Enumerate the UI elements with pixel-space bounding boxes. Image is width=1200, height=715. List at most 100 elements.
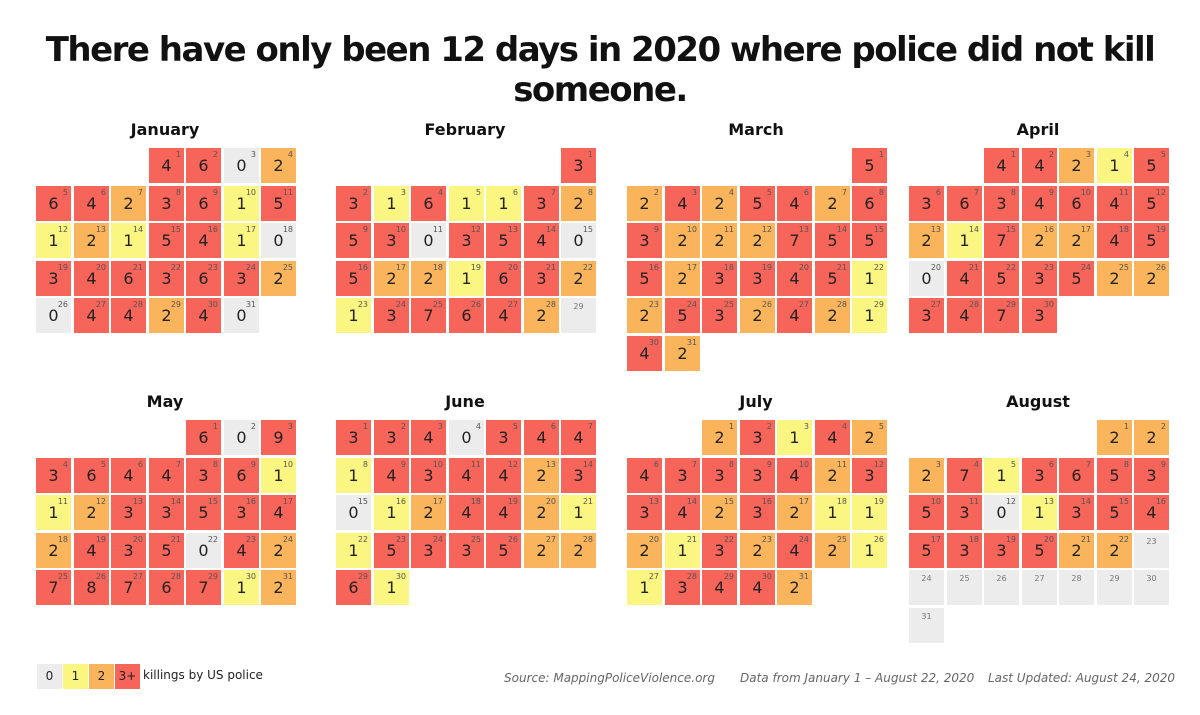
day-number: 22 — [1118, 535, 1129, 544]
day-cell: 24 — [909, 570, 944, 605]
killings-count: 4 — [639, 344, 650, 363]
killings-count: 2 — [921, 231, 932, 250]
day-number: 29 — [1109, 574, 1120, 583]
killings-count: 2 — [677, 231, 688, 250]
day-cell: 25 — [947, 570, 982, 605]
day-number: 22 — [357, 535, 368, 544]
killings-count: 2 — [827, 306, 838, 325]
day-number: 25 — [723, 300, 734, 309]
day-cell: 13 7 — [777, 223, 812, 258]
day-cell: 11 1 — [36, 495, 71, 530]
killings-count: 6 — [864, 194, 875, 213]
day-number: 30 — [245, 572, 256, 581]
day-number: 28 — [132, 300, 143, 309]
killings-count: 3 — [752, 466, 763, 485]
killings-count: 1 — [864, 541, 875, 560]
day-number: 30 — [761, 572, 772, 581]
day-number: 6 — [935, 188, 941, 197]
day-number: 7 — [841, 188, 847, 197]
killings-count: 4 — [386, 466, 397, 485]
killings-count: 1 — [498, 194, 509, 213]
day-number: 12 — [1005, 497, 1016, 506]
killings-count: 2 — [273, 541, 284, 560]
day-number: 21 — [686, 535, 697, 544]
killings-count: 0 — [198, 541, 209, 560]
killings-count: 5 — [161, 231, 172, 250]
day-number: 10 — [798, 460, 809, 469]
day-cell: 13 3 — [111, 495, 146, 530]
day-cell: 30 4 — [740, 570, 775, 605]
day-number: 4 — [437, 188, 443, 197]
killings-count: 7 — [198, 578, 209, 597]
day-cell: 30 1 — [224, 570, 259, 605]
killings-count: 4 — [1146, 503, 1157, 522]
killings-count: 3 — [386, 428, 397, 447]
day-cell: 28 6 — [149, 570, 184, 605]
day-cell: 27 4 — [74, 298, 109, 333]
day-number: 29 — [357, 572, 368, 581]
day-cell: 29 — [561, 298, 596, 333]
killings-count: 3 — [677, 578, 688, 597]
day-number: 23 — [1146, 537, 1157, 546]
day-number: 2 — [212, 150, 218, 159]
day-cell: 20 0 — [909, 261, 944, 296]
day-number: 25 — [282, 263, 293, 272]
day-number: 1 — [1010, 150, 1016, 159]
day-number: 19 — [57, 263, 68, 272]
day-cell: 18 4 — [449, 495, 484, 530]
killings-count: 4 — [827, 428, 838, 447]
day-number: 6 — [550, 422, 556, 431]
day-cell: 12 3 — [449, 223, 484, 258]
killings-count: 2 — [161, 306, 172, 325]
killings-count: 5 — [1109, 503, 1120, 522]
killings-count: 3 — [1034, 466, 1045, 485]
day-cell: 30 — [1134, 570, 1169, 605]
killings-count: 3 — [161, 503, 172, 522]
day-cell: 29 1 — [852, 298, 887, 333]
day-cell: 13 5 — [486, 223, 521, 258]
killings-count: 5 — [921, 541, 932, 560]
day-cell: 24 5 — [665, 298, 700, 333]
day-cell: 21 6 — [111, 261, 146, 296]
day-number: 29 — [873, 300, 884, 309]
killings-count: 2 — [423, 269, 434, 288]
day-number: 25 — [57, 572, 68, 581]
day-cell: 31 2 — [777, 570, 812, 605]
day-number: 18 — [968, 535, 979, 544]
killings-count: 7 — [48, 578, 59, 597]
killings-count: 4 — [789, 269, 800, 288]
day-number: 16 — [1043, 225, 1054, 234]
day-number: 21 — [170, 535, 181, 544]
last-updated-note: Last Updated: August 24, 2020 — [988, 671, 1175, 685]
day-number: 2 — [1048, 150, 1054, 159]
day-number: 23 — [245, 535, 256, 544]
day-cell: 31 0 — [224, 298, 259, 333]
day-cell: 14 3 — [561, 458, 596, 493]
day-number: 9 — [400, 460, 406, 469]
day-number: 23 — [761, 535, 772, 544]
killings-count: 4 — [236, 541, 247, 560]
day-number: 21 — [582, 497, 593, 506]
killings-count: 5 — [1146, 156, 1157, 175]
day-cell: 17 2 — [777, 495, 812, 530]
day-number: 27 — [95, 300, 106, 309]
day-number: 2 — [653, 188, 659, 197]
killings-count: 7 — [423, 306, 434, 325]
day-cell: 30 3 — [1022, 298, 1057, 333]
day-cell: 19 4 — [74, 533, 109, 568]
